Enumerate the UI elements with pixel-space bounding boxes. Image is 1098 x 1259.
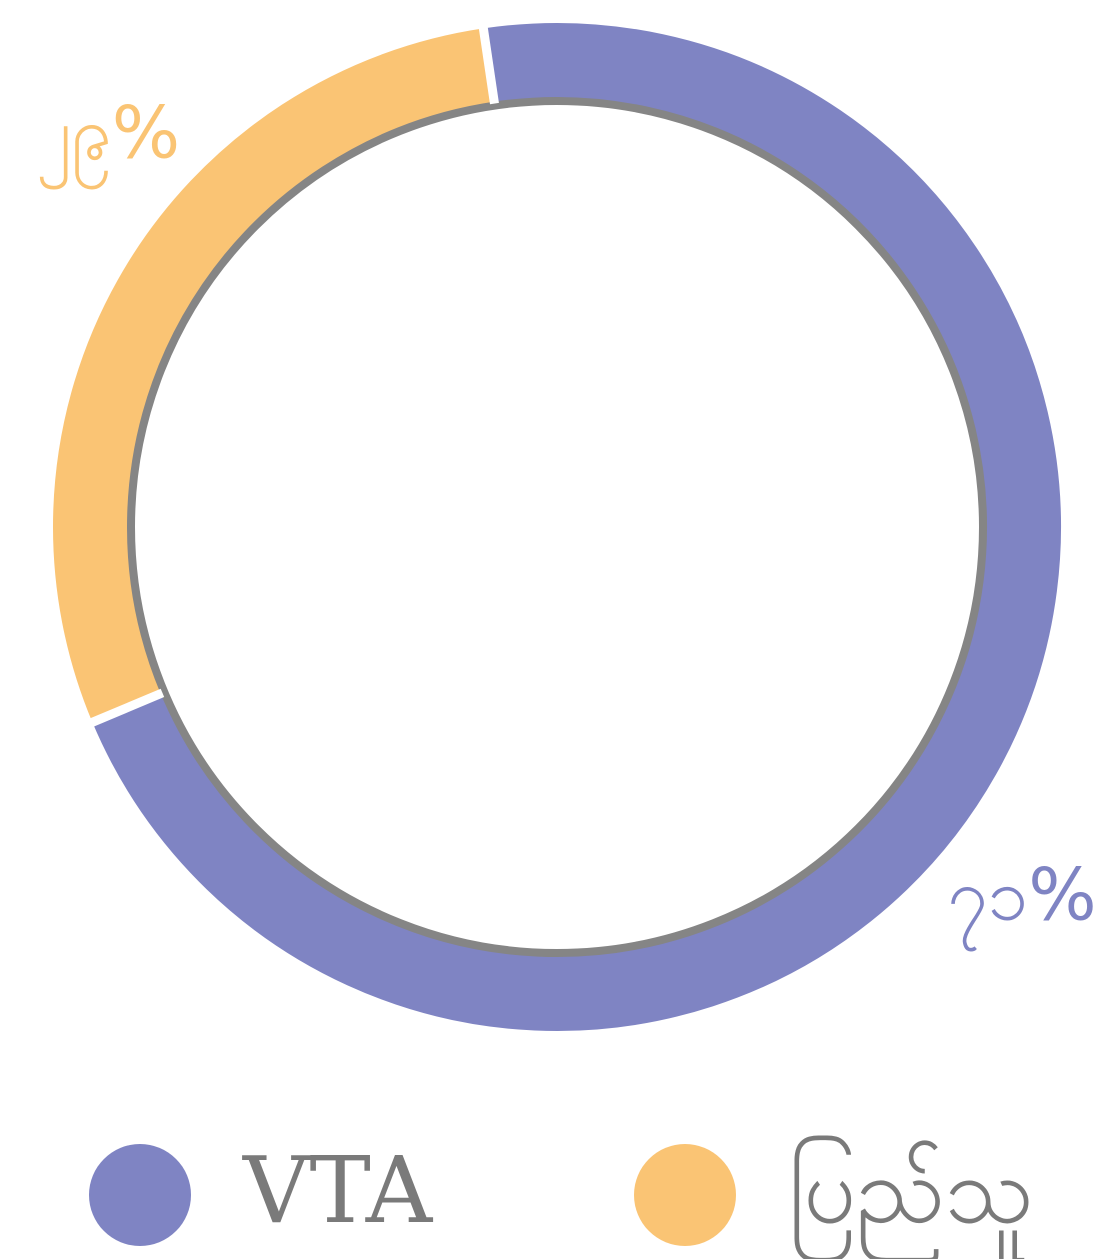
legend-label: VTA: [242, 1137, 434, 1244]
legend-label: ပြည်သူ: [788, 1136, 1034, 1259]
inner-ring: [123, 93, 991, 961]
data-label: ၂၉%: [36, 91, 180, 189]
legend-swatch: [634, 1144, 736, 1246]
legend-swatch: [89, 1144, 191, 1246]
donut-segment: [53, 28, 495, 723]
segment-gap: [88, 688, 165, 728]
segment-gap: [478, 25, 499, 105]
donut-segment: [92, 23, 1061, 1031]
data-label: ၇၁%: [947, 853, 1096, 951]
